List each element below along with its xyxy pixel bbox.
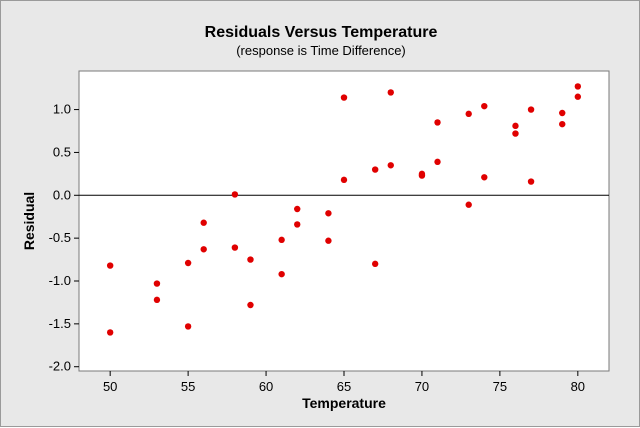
- data-point: [184, 259, 192, 267]
- data-points: [106, 83, 582, 336]
- x-tick-label: 75: [493, 379, 507, 394]
- data-point: [434, 119, 441, 126]
- x-tick-label: 50: [103, 379, 117, 394]
- data-point: [418, 172, 426, 179]
- data-point: [153, 280, 161, 287]
- data-point: [465, 110, 472, 118]
- data-point: [278, 236, 285, 244]
- y-tick-label: 1.0: [53, 102, 71, 117]
- data-point: [574, 83, 582, 90]
- y-axis-label: Residual: [21, 192, 37, 250]
- x-axis-ticks: 50 55 60 65 70 75 80: [103, 371, 585, 394]
- y-tick-label: -2.0: [49, 359, 71, 374]
- data-point: [294, 221, 301, 228]
- x-tick-label: 55: [181, 379, 195, 394]
- y-tick-label: -1.5: [49, 316, 71, 331]
- data-point: [184, 323, 192, 330]
- data-point: [434, 158, 441, 166]
- data-point: [340, 176, 348, 184]
- data-point: [294, 205, 301, 213]
- plot-area: [78, 70, 610, 372]
- data-point: [200, 219, 207, 226]
- x-tick-label: 70: [415, 379, 429, 394]
- y-tick-label: 0.5: [53, 144, 71, 159]
- data-point: [340, 94, 348, 101]
- data-point: [512, 122, 519, 130]
- data-point: [247, 256, 254, 263]
- data-point: [559, 120, 566, 128]
- data-point: [481, 174, 488, 181]
- y-tick-label: -0.5: [49, 230, 71, 245]
- data-point: [106, 329, 114, 336]
- data-point: [325, 210, 332, 217]
- data-point: [387, 89, 394, 96]
- data-point: [574, 93, 582, 100]
- data-point: [278, 270, 285, 278]
- x-tick-label: 60: [259, 379, 273, 394]
- data-point: [231, 191, 239, 198]
- data-point: [325, 237, 332, 244]
- data-point: [527, 106, 535, 113]
- x-tick-label: 80: [571, 379, 585, 394]
- chart-subtitle: (response is Time Difference): [236, 43, 406, 58]
- data-point: [200, 246, 207, 253]
- data-point: [481, 102, 488, 110]
- data-point: [371, 166, 379, 173]
- y-tick-label: 0.0: [53, 187, 71, 202]
- data-point: [559, 109, 566, 117]
- data-point: [153, 296, 161, 304]
- chart-title: Residuals Versus Temperature: [205, 24, 438, 41]
- data-point: [527, 178, 535, 185]
- data-point: [247, 301, 254, 309]
- y-axis-ticks: 1.0 0.5 0.0 -0.5 -1.0 -1.5 -2.0: [49, 102, 79, 374]
- data-point: [231, 244, 239, 251]
- data-point: [387, 162, 394, 169]
- data-point: [371, 260, 379, 268]
- data-point: [106, 262, 114, 269]
- data-point: [465, 201, 472, 208]
- x-tick-label: 65: [337, 379, 351, 394]
- data-point: [512, 130, 519, 137]
- x-axis-label: Temperature: [302, 395, 386, 411]
- y-tick-label: -1.0: [49, 273, 71, 288]
